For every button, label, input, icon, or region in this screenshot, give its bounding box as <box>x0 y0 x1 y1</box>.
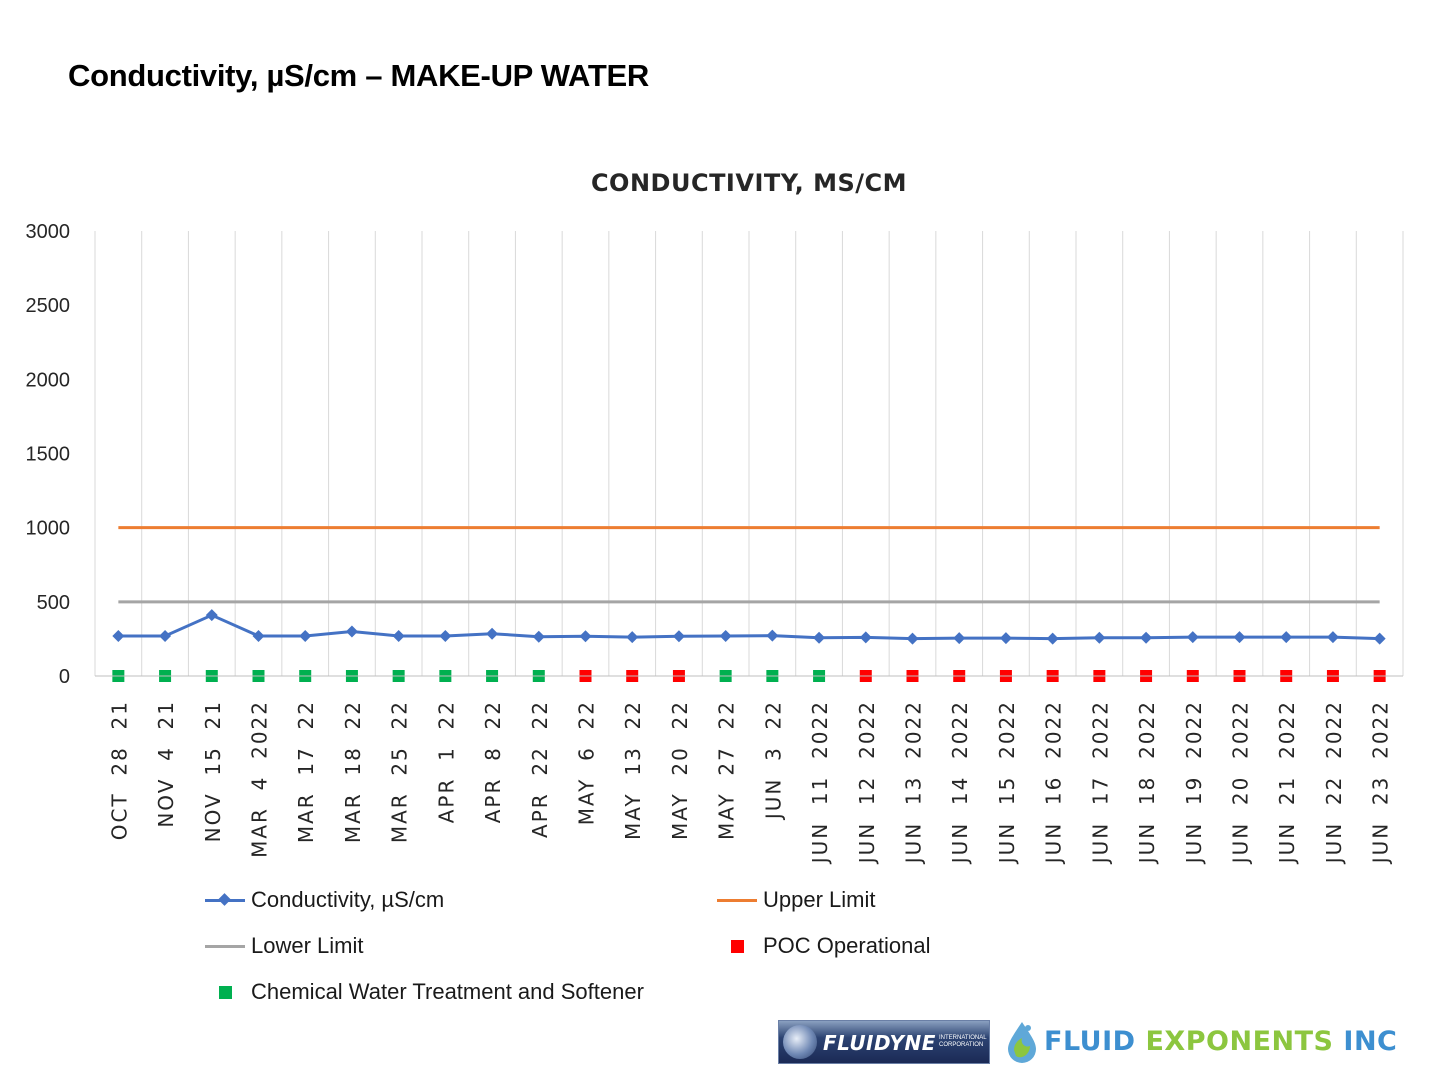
conductivity-point <box>299 629 312 642</box>
y-tick-label: 1000 <box>26 518 71 540</box>
legend-label-lower-limit: Lower Limit <box>251 933 364 958</box>
x-tick-label: JUN 16 2022 <box>1042 700 1066 865</box>
x-tick-label: APR 8 22 <box>481 700 505 823</box>
legend-line-lower-limit <box>205 944 245 948</box>
footer-logos: FLUIDYNE INTERNATIONAL CORPORATION FLUID… <box>778 1018 1438 1066</box>
x-tick-label: JUN 13 2022 <box>902 700 926 865</box>
x-tick-label: MAR 18 22 <box>341 700 365 843</box>
conductivity-point <box>719 629 732 642</box>
x-tick-label: NOV 15 21 <box>201 700 225 842</box>
y-tick-label: 2000 <box>26 369 71 391</box>
x-tick-label: MAR 25 22 <box>388 700 412 843</box>
legend-square-chemical <box>219 985 232 999</box>
conductivity-point <box>579 630 592 643</box>
x-tick-label: NOV 4 21 <box>154 700 178 828</box>
conductivity-point <box>439 629 452 642</box>
fe-word-inc: INC <box>1343 1026 1398 1057</box>
legend-label-conductivity: Conductivity, µS/cm <box>251 887 445 912</box>
x-tick-label: JUN 12 2022 <box>855 700 879 865</box>
fluidyne-logo-text: FLUIDYNE <box>823 1031 936 1055</box>
conductivity-point <box>392 629 405 642</box>
x-tick-label: MAY 13 22 <box>621 700 645 840</box>
fluidyne-logo-subtext: INTERNATIONAL CORPORATION <box>939 1035 987 1048</box>
x-tick-label: JUN 21 2022 <box>1275 700 1299 865</box>
legend-item-lower-limit: Lower Limit <box>205 926 363 966</box>
x-tick-label: JUN 18 2022 <box>1135 700 1159 865</box>
conductivity-point <box>1373 632 1386 645</box>
x-tick-label: MAY 27 22 <box>715 700 739 840</box>
y-tick-label: 2500 <box>26 295 71 317</box>
x-tick-label: JUN 11 2022 <box>808 700 832 865</box>
x-tick-label: MAR 4 2022 <box>248 700 272 858</box>
legend-square-poc <box>731 939 744 953</box>
water-drop-icon <box>1008 1022 1036 1063</box>
conductivity-point <box>953 632 966 645</box>
x-tick-label: JUN 22 2022 <box>1322 700 1346 865</box>
conductivity-point <box>486 627 499 640</box>
fluid-exponents-wordmark: FLUID EXPONENTS INC <box>1044 1026 1397 1057</box>
x-tick-label: JUN 23 2022 <box>1369 700 1393 865</box>
legend-label-chemical-treatment: Chemical Water Treatment and Softener <box>251 979 644 1004</box>
fe-word-fluid: FLUID <box>1044 1026 1136 1057</box>
y-tick-label: 500 <box>37 592 70 614</box>
x-tick-label: JUN 3 22 <box>761 700 785 821</box>
legend-line-upper-limit <box>717 898 757 902</box>
y-tick-label: 3000 <box>26 221 71 243</box>
conductivity-point <box>766 629 779 642</box>
legend-label-poc-operational: POC Operational <box>763 933 931 958</box>
conductivity-point <box>626 631 639 644</box>
x-tick-label: APR 22 22 <box>528 700 552 838</box>
legend-label-upper-limit: Upper Limit <box>763 887 876 912</box>
legend-item-upper-limit: Upper Limit <box>717 880 875 920</box>
fluidyne-logo: FLUIDYNE INTERNATIONAL CORPORATION <box>778 1020 990 1064</box>
chart-legend: Conductivity, µS/cm Upper Limit Lower Li… <box>205 880 1005 1020</box>
conductivity-point <box>345 625 358 638</box>
x-tick-label: APR 1 22 <box>434 700 458 823</box>
conductivity-point <box>813 631 826 644</box>
x-tick-label: MAR 17 22 <box>294 700 318 843</box>
conductivity-point <box>205 609 218 622</box>
fluid-exponents-logo: FLUID EXPONENTS INC <box>1000 1018 1430 1066</box>
page-title: Conductivity, µS/cm – MAKE-UP WATER <box>68 58 649 93</box>
conductivity-point <box>859 631 872 644</box>
conductivity-point <box>532 630 545 643</box>
conductivity-point <box>112 629 125 642</box>
x-tick-label: JUN 17 2022 <box>1088 700 1112 865</box>
x-tick-label: MAY 20 22 <box>668 700 692 840</box>
conductivity-point <box>1046 632 1059 645</box>
x-tick-label: OCT 28 21 <box>107 700 131 840</box>
chart-title: CONDUCTIVITY, MS/CM <box>591 169 907 197</box>
conductivity-point <box>906 632 919 645</box>
y-tick-label: 1500 <box>26 444 71 466</box>
legend-line-conductivity <box>205 892 245 906</box>
conductivity-point <box>1280 631 1293 644</box>
conductivity-point <box>672 630 685 643</box>
conductivity-point <box>1326 631 1339 644</box>
x-tick-label: MAY 6 22 <box>575 700 599 825</box>
legend-item-chemical-treatment: Chemical Water Treatment and Softener <box>205 972 644 1012</box>
chart-gridlines <box>94 231 1404 676</box>
chart-axes: CONDUCTIVITY, MS/CM 0 500 1000 1500 2000 2500 3… <box>26 169 1403 865</box>
x-tick-label: JUN 19 2022 <box>1182 700 1206 865</box>
conductivity-point <box>1140 631 1153 644</box>
legend-diamond-marker <box>218 892 231 906</box>
x-tick-label: JUN 20 2022 <box>1229 700 1253 865</box>
legend-item-conductivity: Conductivity, µS/cm <box>205 880 444 920</box>
conductivity-point <box>159 629 172 642</box>
series-line-0 <box>118 613 1380 641</box>
conductivity-point <box>999 632 1012 645</box>
x-tick-label: JUN 15 2022 <box>995 700 1019 865</box>
conductivity-point <box>252 629 265 642</box>
fe-word-exponents: EXPONENTS <box>1145 1026 1334 1057</box>
legend-item-poc-operational: POC Operational <box>717 926 931 966</box>
chart-series <box>112 526 1386 682</box>
conductivity-point <box>1186 631 1199 644</box>
y-tick-label: 0 <box>59 666 70 688</box>
fluidyne-swirl-icon <box>783 1025 817 1059</box>
x-tick-label: JUN 14 2022 <box>948 700 972 865</box>
conductivity-chart: CONDUCTIVITY, MS/CM 0 500 1000 1500 2000 2500 3… <box>26 169 1404 865</box>
conductivity-point <box>1233 631 1246 644</box>
conductivity-point <box>1093 631 1106 644</box>
